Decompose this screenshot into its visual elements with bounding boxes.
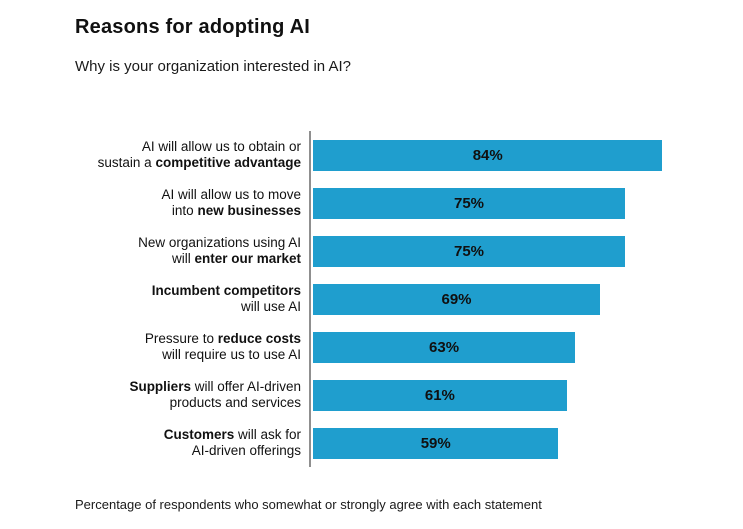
bar-area: 75% [309, 179, 735, 227]
category-label-segment: products and services [169, 395, 301, 410]
category-label-segment: will use AI [240, 299, 301, 314]
bar-area: 61% [309, 371, 735, 419]
bar-track: 84% [313, 139, 729, 171]
bar-row: Pressure to reduce costs will require us … [75, 323, 735, 371]
category-label: AI will allow us to move into new busines… [75, 187, 309, 220]
category-label-segment: Incumbent competitors [151, 282, 301, 298]
chart-title: Reasons for adopting AI [75, 16, 310, 38]
bar-area: 75% [309, 227, 735, 275]
bar-track: 75% [313, 235, 729, 267]
bar-area: 69% [309, 275, 735, 323]
category-label-segment: will ask for [234, 426, 301, 442]
category-label-segment: enter our market [194, 251, 301, 266]
category-label: AI will allow us to obtain or sustain a c… [75, 139, 309, 172]
category-label-segment: will offer AI-driven [190, 378, 301, 394]
category-label: Suppliers will offer AI-driven products a… [75, 379, 309, 412]
bar-chart: AI will allow us to obtain or sustain a c… [75, 131, 735, 467]
category-label-segment: Pressure to [144, 330, 218, 346]
bar-track: 59% [313, 427, 729, 459]
category-label-segment: into [171, 203, 198, 218]
category-label-segment: Customers [163, 426, 235, 442]
category-label-segment: reduce costs [217, 330, 301, 346]
bar-row: Customers will ask for AI-driven offering… [75, 419, 735, 467]
bar-track: 61% [313, 379, 729, 411]
category-label-segment: AI will allow us to move [161, 186, 301, 202]
category-label-segment: will require us to use AI [162, 347, 301, 362]
bar-track: 69% [313, 283, 729, 315]
bar: 84% [313, 139, 663, 171]
category-label: Pressure to reduce costs will require us … [75, 331, 309, 364]
bar: 75% [313, 235, 625, 267]
category-label: Customers will ask for AI-driven offering… [75, 427, 309, 460]
bar-value-label: 84% [472, 146, 503, 164]
category-label-segment: New organizations using AI [138, 234, 301, 250]
category-label-segment: AI will allow us to obtain or [141, 138, 301, 154]
bar: 59% [313, 427, 559, 459]
bar-area: 63% [309, 323, 735, 371]
bar-value-label: 61% [424, 386, 455, 404]
bar-value-label: 59% [420, 434, 451, 452]
bar: 69% [313, 283, 601, 315]
bar-track: 75% [313, 187, 729, 219]
category-label: Incumbent competitors will use AI [75, 283, 309, 316]
category-label-segment: Suppliers [129, 378, 191, 394]
bar: 61% [313, 379, 567, 411]
category-label-segment: new businesses [197, 203, 301, 218]
category-label: New organizations using AI will enter our… [75, 235, 309, 268]
category-label-segment: sustain a [97, 155, 156, 170]
bar-value-label: 75% [453, 242, 485, 260]
bar-row: Suppliers will offer AI-driven products a… [75, 371, 735, 419]
bar-value-label: 75% [453, 194, 485, 212]
bar-row: Incumbent competitors will use AI 69% [75, 275, 735, 323]
bar-chart-rows: AI will allow us to obtain or sustain a c… [75, 131, 735, 467]
chart-subtitle: Why is your organization interested in A… [75, 58, 351, 75]
bar-area: 84% [309, 131, 735, 179]
bar-row: AI will allow us to obtain or sustain a c… [75, 131, 735, 179]
category-label-segment: AI-driven offerings [191, 443, 301, 458]
bar: 75% [313, 187, 625, 219]
bar-row: AI will allow us to move into new busines… [75, 179, 735, 227]
bar: 63% [313, 331, 576, 363]
chart-footnote: Percentage of respondents who somewhat o… [75, 497, 542, 512]
bar-row: New organizations using AI will enter our… [75, 227, 735, 275]
bar-value-label: 63% [429, 338, 460, 356]
bar-area: 59% [309, 419, 735, 467]
bar-track: 63% [313, 331, 729, 363]
category-label-segment: will [171, 251, 195, 266]
bar-value-label: 69% [441, 290, 472, 308]
category-label-segment: competitive advantage [155, 155, 301, 170]
